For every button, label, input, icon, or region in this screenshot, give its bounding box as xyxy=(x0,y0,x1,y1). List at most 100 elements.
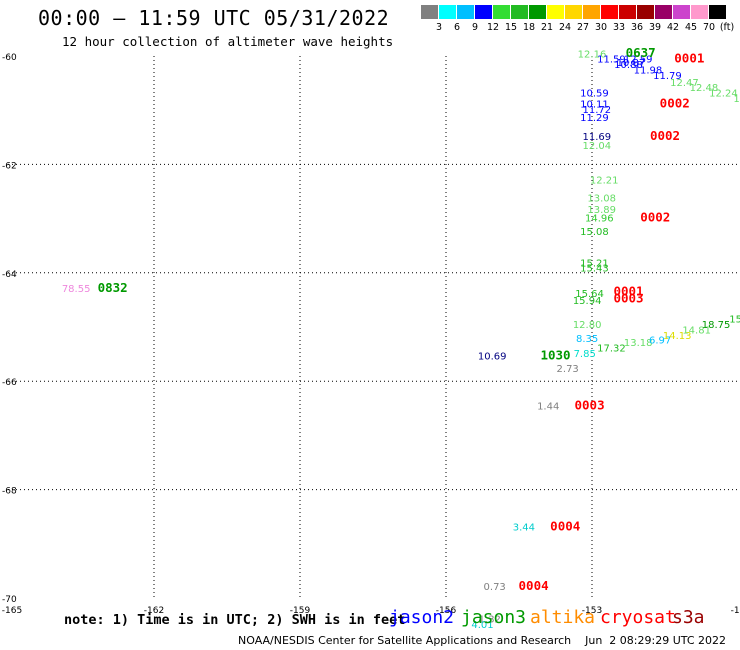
wave-height-value: 12.59 xyxy=(624,55,653,66)
scale-label: 21 xyxy=(540,22,554,33)
scale-label: 39 xyxy=(648,22,662,33)
y-tick-label: -64 xyxy=(2,270,17,280)
wave-height-value: 1.44 xyxy=(537,401,559,412)
satellite-altika-label: altika xyxy=(530,607,596,628)
chart-title: 00:00 – 11:59 UTC 05/31/2022 xyxy=(38,6,390,30)
scale-label: 12 xyxy=(486,22,500,33)
scale-swatch xyxy=(619,5,637,19)
pass-time-label: 0003 xyxy=(613,291,643,306)
wave-height-value: 11.79 xyxy=(653,71,682,82)
scale-label: 42 xyxy=(666,22,680,33)
x-tick-label: -159 xyxy=(290,606,311,616)
scale-label: (ft) xyxy=(719,22,735,33)
scale-swatch xyxy=(493,5,511,19)
y-tick-label: -68 xyxy=(2,487,17,497)
scale-swatch xyxy=(583,5,601,19)
scale-swatch xyxy=(475,5,493,19)
wave-height-value: 11.29 xyxy=(580,113,609,124)
wave-height-value: 11.59 xyxy=(597,55,626,66)
pass-time-label: 0003 xyxy=(575,397,605,412)
scale-swatch xyxy=(673,5,691,19)
scale-label: 18 xyxy=(522,22,536,33)
units-note: note: 1) Time is in UTC; 2) SWH is in fe… xyxy=(64,612,406,628)
scale-label: 33 xyxy=(612,22,626,33)
pass-time-label: 0004 xyxy=(519,578,549,593)
wave-height-value: 13.14 xyxy=(733,94,740,105)
wave-height-value: 6.97 xyxy=(649,335,671,346)
wave-height-value: 7.85 xyxy=(574,349,596,360)
wave-height-value: 2.73 xyxy=(557,364,579,375)
scale-label: 36 xyxy=(630,22,644,33)
scale-swatch xyxy=(565,5,583,19)
chart-subtitle: 12 hour collection of altimeter wave hei… xyxy=(62,34,394,49)
pass-time-label: 1030 xyxy=(540,348,570,363)
wave-height-value: 11.69 xyxy=(583,132,612,143)
wave-height-value: 18.75 xyxy=(702,320,731,331)
pass-time-label: 0832 xyxy=(98,280,128,295)
pass-time-label: 0637 xyxy=(626,45,656,60)
wave-height-value: 14.81 xyxy=(682,326,711,337)
scale-label: 30 xyxy=(594,22,608,33)
scale-swatch xyxy=(655,5,673,19)
wave-height-value: 14.13 xyxy=(663,331,692,342)
scale-swatch xyxy=(601,5,619,19)
scale-label: 24 xyxy=(558,22,572,33)
satellite-s3a-label: s3a xyxy=(672,607,705,628)
wave-height-value: 12.24 xyxy=(709,89,738,100)
wave-height-value: 15.64 xyxy=(575,289,604,300)
y-tick-label: -70 xyxy=(2,595,17,605)
wave-height-value: 15.21 xyxy=(580,258,609,269)
scale-swatch xyxy=(529,5,547,19)
scale-swatch xyxy=(691,5,709,19)
scale-swatch xyxy=(709,5,727,19)
wave-height-value: 12.47 xyxy=(670,78,699,89)
y-tick-label: -60 xyxy=(2,53,17,63)
pass-time-label: 0002 xyxy=(660,95,690,110)
wave-height-value: 17.32 xyxy=(597,343,626,354)
y-tick-label: -66 xyxy=(2,378,17,388)
scale-swatch xyxy=(457,5,475,19)
wave-height-value: 12.21 xyxy=(590,175,619,186)
wave-height-value: 13.89 xyxy=(587,205,616,216)
scale-label: 6 xyxy=(453,22,461,33)
wave-height-value: 10.59 xyxy=(580,89,609,100)
wave-height-value: 12.48 xyxy=(690,83,719,94)
wave-height-value: 10.11 xyxy=(580,99,609,110)
wave-height-value: 15.08 xyxy=(580,227,609,238)
scale-label: 27 xyxy=(576,22,590,33)
wave-height-value: 13.18 xyxy=(624,338,653,349)
satellite-cryosat-label: cryosat xyxy=(600,607,676,628)
wave-height-value: 13.08 xyxy=(587,193,616,204)
wave-height-value: 15.94 xyxy=(573,296,602,307)
scale-swatch xyxy=(439,5,457,19)
wave-height-value: 10.87 xyxy=(617,58,646,69)
wave-height-value: 15.0 xyxy=(729,315,740,326)
x-tick-label: -156 xyxy=(436,606,457,616)
scale-swatch xyxy=(547,5,565,19)
pass-time-label: 0004 xyxy=(550,518,580,533)
credit-line: NOAA/NESDIS Center for Satellite Applica… xyxy=(238,634,726,647)
pass-time-label: 0001 xyxy=(674,51,704,66)
wave-height-value: 11.72 xyxy=(583,105,612,116)
wave-height-value: 8.35 xyxy=(576,334,598,345)
wave-height-value: 10.69 xyxy=(478,352,507,363)
pass-time-label: 0001 xyxy=(613,284,643,299)
wave-height-value: 1.32 xyxy=(479,614,501,625)
pass-time-label: 0002 xyxy=(640,209,670,224)
scale-swatch xyxy=(637,5,655,19)
wave-height-value: 78.55 xyxy=(62,284,91,295)
x-tick-label: -162 xyxy=(144,606,164,616)
wave-height-value: 12.80 xyxy=(573,320,602,331)
x-tick-label: -153 xyxy=(582,606,602,616)
wave-height-value: 0.73 xyxy=(484,582,506,593)
wave-height-value: 11.98 xyxy=(634,65,663,76)
scale-swatch xyxy=(511,5,529,19)
scale-label: 15 xyxy=(504,22,518,33)
scale-label: 45 xyxy=(684,22,698,33)
wave-height-value: 4.01 xyxy=(471,620,493,631)
scale-swatch xyxy=(421,5,439,19)
scale-label: 70 xyxy=(702,22,716,33)
scale-label: 3 xyxy=(435,22,443,33)
x-tick-label: -15 xyxy=(731,606,740,616)
